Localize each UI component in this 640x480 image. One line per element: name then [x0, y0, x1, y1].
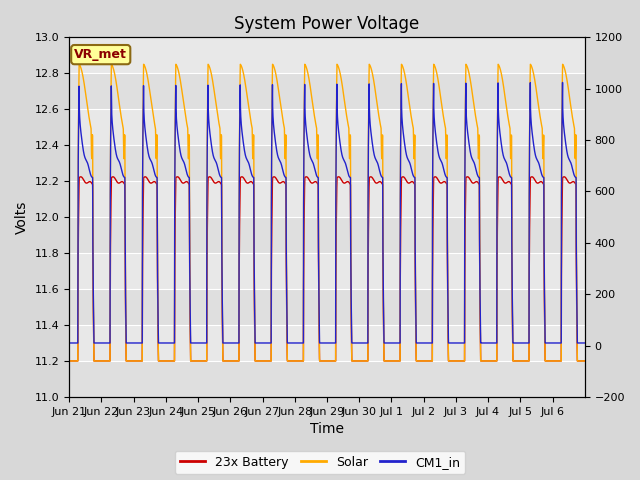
Solar [393, 358, 401, 364]
23x Battery [447, 358, 455, 364]
CM1_in [371, 152, 378, 158]
CM1_in [252, 340, 260, 346]
23x Battery [173, 174, 181, 180]
Bar [69, 289, 585, 325]
Solar [92, 358, 99, 364]
Line: 23x Battery: 23x Battery [69, 177, 585, 361]
Bar [69, 145, 585, 181]
Bar [69, 217, 585, 253]
X-axis label: Time: Time [310, 422, 344, 436]
Solar [371, 82, 378, 87]
CM1_in [65, 340, 73, 346]
CM1_in [475, 174, 483, 180]
Solar [65, 358, 73, 364]
Solar [475, 136, 483, 142]
23x Battery [393, 358, 401, 364]
Solar [581, 358, 589, 364]
23x Battery [581, 358, 589, 364]
CM1_in [393, 340, 401, 346]
Solar [252, 358, 260, 364]
Bar [69, 361, 585, 397]
23x Battery [65, 358, 73, 364]
Line: Solar: Solar [69, 64, 585, 361]
Title: System Power Voltage: System Power Voltage [234, 15, 420, 33]
Legend: 23x Battery, Solar, CM1_in: 23x Battery, Solar, CM1_in [175, 451, 465, 474]
Text: VR_met: VR_met [74, 48, 127, 61]
Line: CM1_in: CM1_in [69, 83, 585, 343]
Solar [447, 358, 455, 364]
23x Battery [475, 181, 483, 187]
Bar [69, 73, 585, 109]
CM1_in [559, 80, 566, 85]
Y-axis label: Volts: Volts [15, 201, 29, 234]
CM1_in [447, 340, 455, 346]
23x Battery [92, 358, 99, 364]
CM1_in [92, 340, 99, 346]
23x Battery [371, 178, 378, 184]
CM1_in [581, 340, 589, 346]
Solar [204, 61, 212, 67]
23x Battery [252, 358, 260, 364]
